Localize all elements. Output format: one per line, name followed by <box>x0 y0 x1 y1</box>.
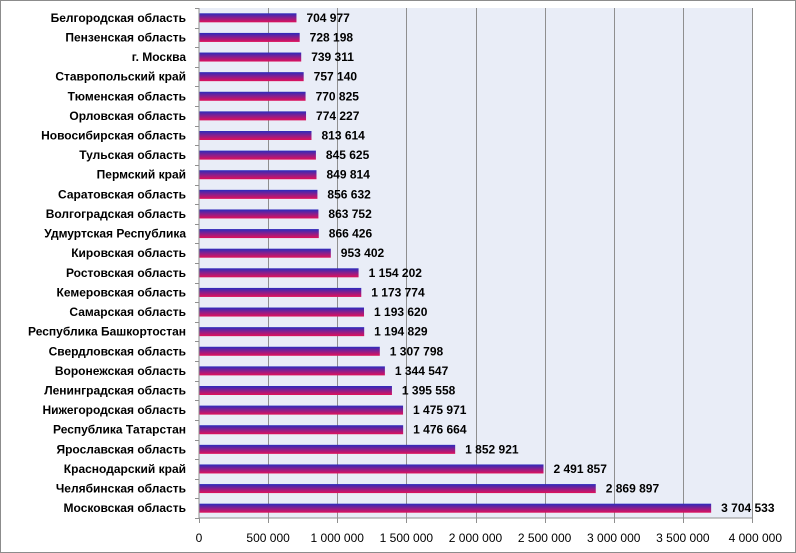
value-label: 728 198 <box>310 30 354 44</box>
value-label: 845 625 <box>326 148 370 162</box>
category-label: Ленинградская область <box>44 384 186 398</box>
bar <box>199 444 456 454</box>
bar <box>199 327 365 337</box>
category-label: Челябинская область <box>56 482 186 496</box>
bar <box>199 111 307 121</box>
x-tick-label: 1 000 000 <box>311 531 365 545</box>
category-label: Московская область <box>64 501 186 515</box>
bar <box>199 484 596 494</box>
value-label: 1 476 664 <box>413 423 467 437</box>
category-label: Свердловская область <box>49 344 186 358</box>
bar <box>199 52 302 62</box>
value-label: 1 307 798 <box>390 344 444 358</box>
x-tick-label: 3 500 000 <box>656 531 710 545</box>
x-axis-tick-labels: 0 500 000 1 000 000 1 500 000 2 000 000 2 500… <box>196 531 783 545</box>
value-label: 1 475 971 <box>413 403 467 417</box>
bars <box>199 13 712 513</box>
x-tick-label: 500 000 <box>246 531 290 545</box>
category-label: Белгородская область <box>51 11 186 25</box>
bar <box>199 91 306 101</box>
value-label: 1 193 620 <box>374 305 428 319</box>
bar <box>199 229 319 239</box>
value-label: 770 825 <box>316 89 360 103</box>
value-label: 1 852 921 <box>465 442 519 456</box>
bar <box>199 150 316 160</box>
value-label: 1 194 829 <box>374 325 428 339</box>
bar <box>199 13 297 23</box>
category-label: Краснодарский край <box>64 462 186 476</box>
value-label: 856 632 <box>327 187 371 201</box>
category-label: Волгоградская область <box>46 207 186 221</box>
category-label: Ярославская область <box>56 442 186 456</box>
x-tick-label: 1 500 000 <box>380 531 434 545</box>
value-label: 2 869 897 <box>606 482 660 496</box>
value-label: 1 395 558 <box>402 384 456 398</box>
bar <box>199 366 385 376</box>
bar <box>199 72 304 82</box>
value-label: 774 227 <box>316 109 360 123</box>
category-label: Воронежская область <box>55 364 186 378</box>
bar <box>199 464 544 474</box>
category-label: Республика Татарстан <box>53 423 186 437</box>
category-labels: Белгородская область Пензенская область г.… <box>28 11 186 515</box>
value-labels: 704 977 728 198 739 311 757 140 770 825 774 2… <box>306 11 774 515</box>
value-label: 866 426 <box>329 227 373 241</box>
category-label: Нижегородская область <box>42 403 186 417</box>
bar <box>199 268 359 278</box>
bar <box>199 248 331 258</box>
category-label: Новосибирская область <box>41 129 186 143</box>
value-label: 863 752 <box>328 207 372 221</box>
category-label: Кемеровская область <box>57 285 187 299</box>
category-label: Тюменская область <box>68 89 186 103</box>
category-label: Республика Башкортостан <box>28 325 186 339</box>
bar <box>199 405 404 415</box>
x-tick-label: 2 000 000 <box>449 531 503 545</box>
bar <box>199 209 319 219</box>
bar <box>199 346 380 356</box>
value-label: 1 154 202 <box>369 266 423 280</box>
bar <box>199 287 362 297</box>
x-tick-label: 4 000 000 <box>729 531 783 545</box>
bar <box>199 503 712 513</box>
category-label: Самарская область <box>69 305 186 319</box>
x-tick-label: 0 <box>196 531 203 545</box>
bar <box>199 386 392 395</box>
x-tick-label: 3 000 000 <box>587 531 641 545</box>
bar <box>199 170 317 180</box>
bar <box>199 425 404 435</box>
value-label: 2 491 857 <box>553 462 607 476</box>
category-label: Пензенская область <box>65 30 186 44</box>
bar <box>199 131 312 140</box>
category-label: Орловская область <box>69 109 186 123</box>
bar <box>199 32 300 42</box>
category-label: Пермский край <box>97 168 186 182</box>
value-label: 953 402 <box>341 246 385 260</box>
value-label: 813 614 <box>321 129 365 143</box>
bar <box>199 307 365 317</box>
x-tick-label: 2 500 000 <box>518 531 572 545</box>
bar <box>199 189 318 199</box>
category-label: Саратовская область <box>58 187 186 201</box>
value-label: 757 140 <box>314 70 358 84</box>
category-label: Ставропольский край <box>55 70 186 84</box>
category-label: Тульская область <box>79 148 186 162</box>
value-label: 849 814 <box>326 168 370 182</box>
value-label: 1 344 547 <box>395 364 449 378</box>
category-label: Удмуртская Республика <box>44 227 186 241</box>
value-label: 1 173 774 <box>371 285 425 299</box>
value-label: 704 977 <box>306 11 350 25</box>
value-label: 739 311 <box>311 50 354 64</box>
category-label: Кировская область <box>71 246 186 260</box>
value-label: 3 704 533 <box>721 501 775 515</box>
category-label: г. Москва <box>132 50 187 64</box>
category-label: Ростовская область <box>66 266 186 280</box>
